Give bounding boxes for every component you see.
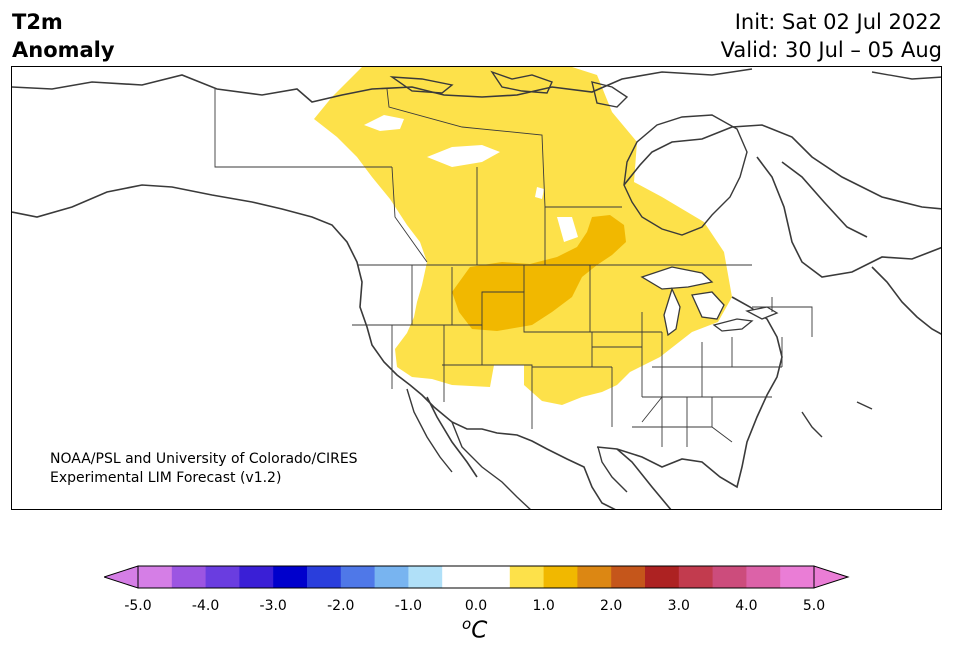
- anomaly-region-light: [314, 67, 732, 405]
- credit-line-1: NOAA/PSL and University of Colorado/CIRE…: [50, 451, 358, 467]
- coastlines: [12, 68, 941, 509]
- colorbar-bin: [543, 566, 578, 588]
- colorbar-tick-label: -2.0: [327, 598, 355, 614]
- colorbar-bin: [239, 566, 274, 588]
- colorbar-bin: [205, 566, 240, 588]
- colorbar-tick-label: 3.0: [667, 598, 690, 614]
- colorbar-bin: [645, 566, 680, 588]
- map-panel: NOAA/PSL and University of Colorado/CIRE…: [11, 66, 942, 510]
- colorbar-bin: [408, 566, 443, 588]
- colorbar-bin: [307, 566, 342, 588]
- great-lakes: [640, 266, 779, 337]
- colorbar-tick-label: -5.0: [124, 598, 152, 614]
- unit-degree-symbol: o: [462, 615, 472, 633]
- colorbar-tick-label: 4.0: [735, 598, 758, 614]
- colorbar-bin: [678, 566, 714, 588]
- colorbar-tick-label: 1.0: [532, 598, 555, 614]
- init-date: Init: Sat 02 Jul 2022: [734, 10, 942, 34]
- colorbar-bin: [340, 566, 376, 588]
- title-line-2: Anomaly: [12, 38, 115, 62]
- anomaly-map: NOAA/PSL and University of Colorado/CIRE…: [12, 67, 941, 509]
- colorbar-extend-high: [813, 565, 850, 589]
- anomaly-region-strong: [452, 215, 626, 331]
- colorbar-tick-label: 0.0: [464, 598, 488, 614]
- date-info: Init: Sat 02 Jul 2022 Valid: 30 Jul – 05…: [721, 8, 942, 64]
- colorbar-tick-label: 2.0: [600, 598, 623, 614]
- colorbar-bin: [577, 566, 612, 588]
- colorbar-tick-label: -4.0: [191, 598, 220, 614]
- colorbar-bin: [746, 566, 781, 588]
- colorbar-tick-label: -1.0: [394, 598, 423, 614]
- title-line-1: T2m: [12, 10, 63, 34]
- colorbar-tick-labels: -5.0 -4.0 -3.0 -2.0 -1.0 0.0 1.0 2.0 3.0 4.0 5.0: [0, 598, 953, 618]
- colorbar-bin: [712, 566, 747, 588]
- colorbar-unit-label: oC: [462, 615, 487, 644]
- colorbar-extend-low: [104, 565, 139, 589]
- colorbar-bin: [374, 566, 409, 588]
- credit-line-2: Experimental LIM Forecast (v1.2): [50, 470, 281, 486]
- political-borders: [214, 88, 813, 447]
- unit-letter: C: [471, 617, 488, 644]
- colorbar-bin: [442, 566, 477, 588]
- colorbar-bin: [780, 566, 815, 588]
- colorbar-tick-label: 5.0: [802, 598, 826, 614]
- map-title: T2m Anomaly: [12, 8, 115, 64]
- colorbar-bin: [476, 566, 511, 588]
- colorbar-bin: [171, 566, 207, 588]
- colorbar-bin: [273, 566, 308, 588]
- valid-date: Valid: 30 Jul – 05 Aug: [720, 38, 942, 62]
- colorbar-bin: [611, 566, 646, 588]
- colorbar: [104, 565, 850, 589]
- colorbar-bin: [509, 566, 545, 588]
- colorbar-bin: [138, 566, 173, 588]
- colorbar-tick-label: -3.0: [259, 598, 287, 614]
